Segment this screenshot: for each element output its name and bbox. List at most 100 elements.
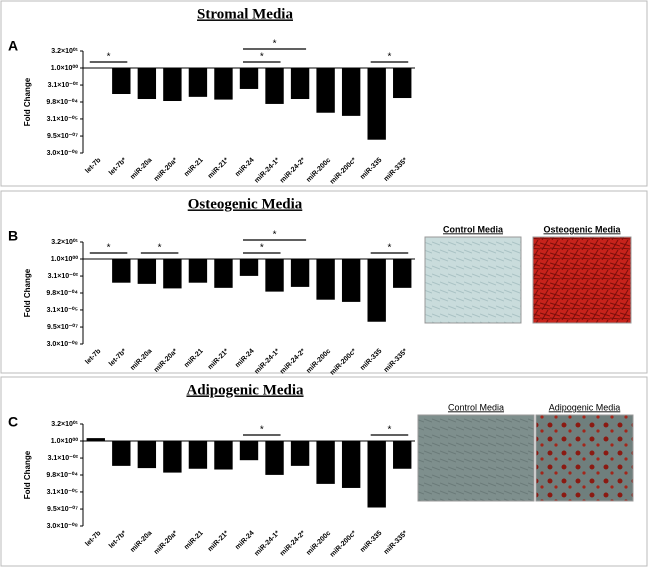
bar: [137, 441, 157, 469]
x-tick-label: miR-335: [359, 157, 383, 181]
chart-title: Osteogenic Media: [188, 196, 303, 212]
y-tick-label: 9.5×10⁻⁰⁷: [47, 505, 78, 513]
panel-frame: [0, 376, 648, 567]
bar: [188, 259, 208, 283]
bar: [290, 441, 310, 466]
y-tick-label: 3.1×10⁻⁰⁵: [47, 488, 78, 496]
x-tick-label: miR-200c*: [329, 530, 358, 559]
x-tick-label: miR-20a*: [153, 530, 179, 556]
y-tick-label: 9.5×10⁻⁰⁷: [47, 323, 78, 331]
y-tick-label: 1.0×10⁰⁰: [51, 255, 78, 263]
x-tick-label: miR-24-2*: [279, 157, 307, 185]
panel-frame: [0, 0, 648, 187]
bar: [214, 68, 233, 100]
bar: [163, 441, 182, 473]
x-tick-label: miR-335: [359, 530, 383, 554]
micrograph: [535, 414, 634, 502]
bar: [214, 441, 233, 470]
significance-star: *: [260, 425, 264, 436]
x-tick-label: miR-200c: [305, 157, 332, 184]
micrograph: [417, 414, 535, 502]
x-tick-label: miR-24: [234, 157, 256, 179]
micrograph-caption: Adipogenic Media: [549, 402, 621, 412]
y-tick-label: 3.1×10⁻⁰²: [48, 272, 79, 280]
y-axis-label: Fold Change: [23, 268, 32, 317]
bar: [265, 259, 284, 292]
bar: [290, 259, 310, 287]
x-tick-label: let-7b*: [108, 530, 128, 550]
bar: [341, 259, 361, 302]
y-tick-label: 3.1×10⁻⁰⁵: [47, 115, 78, 123]
x-tick-label: miR-200c: [305, 530, 332, 557]
bar: [316, 259, 335, 300]
bar: [86, 258, 105, 260]
x-tick-label: miR-200c*: [329, 157, 358, 186]
significance-star: *: [107, 243, 111, 254]
bar: [316, 441, 335, 484]
bar: [290, 68, 310, 100]
bar: [112, 441, 131, 466]
micrograph-caption: Control Media: [448, 402, 504, 412]
bar: [393, 68, 412, 99]
y-tick-label: 9.8×10⁻⁰⁴: [46, 98, 78, 106]
x-tick-label: miR-21: [183, 157, 205, 179]
panel-label: C: [8, 414, 18, 430]
bar: [341, 68, 361, 116]
bar: [188, 441, 208, 469]
x-tick-label: miR-21*: [207, 530, 231, 554]
bar: [316, 68, 335, 113]
x-tick-label: miR-200c: [305, 348, 332, 375]
bar: [367, 68, 386, 140]
bar: [163, 68, 182, 102]
x-tick-label: miR-24-1*: [253, 530, 281, 558]
bar: [239, 441, 259, 461]
micrograph: [424, 236, 522, 324]
x-tick-label: let-7b*: [108, 348, 128, 368]
x-tick-label: miR-24-2*: [279, 348, 307, 376]
x-tick-label: miR-200c*: [329, 348, 358, 377]
y-axis-label: Fold Change: [23, 450, 32, 499]
significance-star: *: [388, 425, 392, 436]
micrograph-caption: Osteogenic Media: [543, 224, 621, 234]
x-tick-label: miR-24-1*: [253, 348, 281, 376]
micrograph-caption: Control Media: [443, 224, 504, 234]
significance-star: *: [158, 243, 162, 254]
panel-label: A: [8, 38, 18, 54]
y-tick-label: 9.5×10⁻⁰⁷: [47, 132, 78, 140]
significance-star: *: [388, 243, 392, 254]
x-tick-label: miR-24: [234, 530, 256, 552]
x-tick-label: miR-21: [183, 348, 205, 370]
bar: [367, 259, 386, 322]
bar: [239, 68, 259, 89]
x-tick-label: miR-24-2*: [279, 530, 307, 558]
y-tick-label: 3.0×10⁻⁰⁸: [47, 522, 78, 530]
y-tick-label: 1.0×10⁰⁰: [51, 64, 78, 72]
significance-star: *: [260, 243, 264, 254]
bar: [239, 259, 259, 276]
x-tick-label: miR-21*: [207, 157, 231, 181]
x-tick-label: miR-335*: [383, 348, 409, 374]
y-tick-label: 3.2×10⁰¹: [51, 238, 78, 246]
x-tick-label: let-7b: [84, 530, 102, 548]
y-tick-label: 1.0×10⁰⁰: [51, 437, 78, 445]
panel-frame: [0, 190, 648, 374]
y-tick-label: 3.0×10⁻⁰⁸: [47, 149, 78, 157]
x-tick-label: miR-20a: [129, 348, 153, 372]
significance-star: *: [273, 230, 277, 241]
bar: [86, 67, 105, 69]
x-tick-label: let-7b: [84, 348, 102, 366]
bar: [188, 68, 208, 97]
x-tick-label: miR-335: [359, 348, 383, 372]
bar: [112, 68, 131, 95]
bar: [393, 441, 412, 469]
bar: [163, 259, 182, 289]
x-tick-label: miR-20a: [129, 530, 153, 554]
chart-title: Stromal Media: [197, 6, 293, 22]
x-tick-label: miR-20a*: [153, 348, 179, 374]
y-axis-label: Fold Change: [23, 77, 32, 126]
bar: [265, 68, 284, 104]
significance-star: *: [273, 39, 277, 50]
y-tick-label: 9.8×10⁻⁰⁴: [46, 289, 78, 297]
x-tick-label: miR-21: [183, 530, 205, 552]
